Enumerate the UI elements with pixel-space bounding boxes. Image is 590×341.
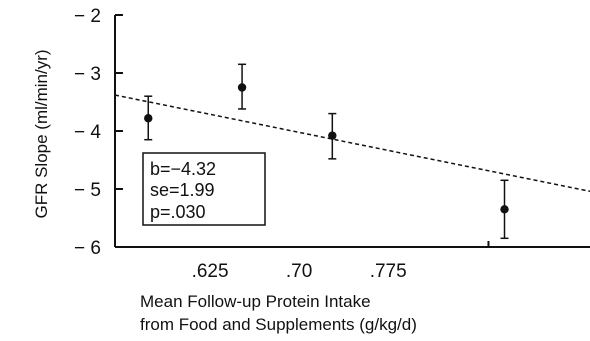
stats-p: p=.030 — [150, 202, 206, 222]
data-point-2 — [328, 131, 337, 140]
data-point-1 — [237, 83, 247, 92]
x-axis-title-line-1: Mean Follow-up Protein Intake — [140, 292, 371, 311]
regression-line — [114, 94, 590, 193]
x-tick-label-2: .775 — [370, 261, 407, 282]
data-point-0 — [144, 114, 153, 123]
y-tick-label-0: − 2 — [74, 6, 101, 27]
stats-box-frame — [142, 152, 266, 226]
y-tick-label-2: − 4 — [74, 122, 101, 143]
axes: − 2 − 3 − 4 − 5 − 6 .625 .70 .775 — [74, 6, 590, 282]
x-tick-label-1: .70 — [286, 261, 312, 282]
y-axis-title: GFR Slope (ml/min/yr) — [32, 49, 51, 218]
stats-box: b=−4.32 se=1.99 p=.030 — [142, 152, 266, 226]
x-tick-label-0: .625 — [192, 261, 229, 282]
stats-slope: b=−4.32 — [150, 159, 216, 179]
x-axis-title-line-2: from Food and Supplements (g/kg/d) — [140, 315, 417, 334]
y-tick-label-1: − 3 — [74, 64, 101, 85]
stats-se: se=1.99 — [150, 180, 215, 200]
data-point-3 — [500, 205, 509, 214]
points-layer — [144, 63, 509, 240]
y-tick-label-3: − 5 — [74, 180, 101, 201]
y-tick-label-4: − 6 — [74, 238, 101, 259]
trend-layer — [114, 94, 590, 193]
